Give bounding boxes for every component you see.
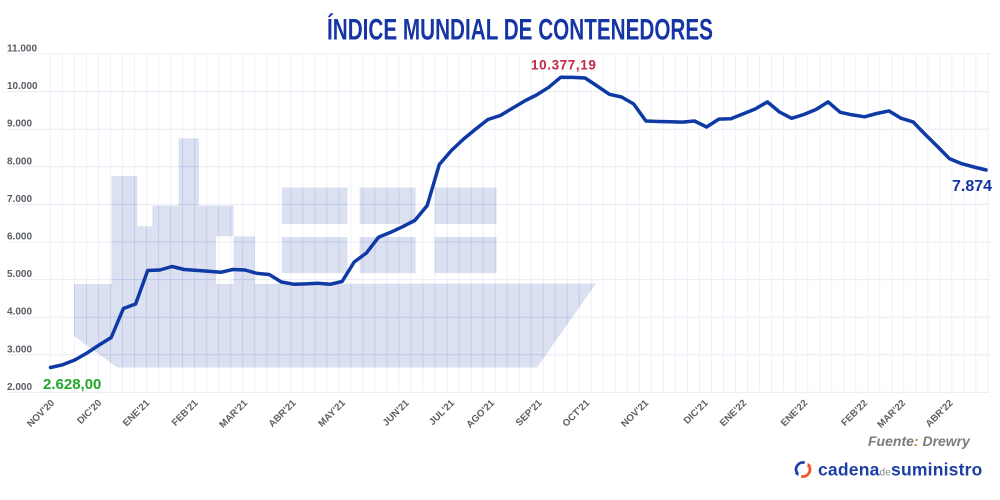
svg-text:ÍNDICE MUNDIAL DE CONTENEDORES: ÍNDICE MUNDIAL DE CONTENEDORES bbox=[327, 13, 713, 47]
svg-text:10.000: 10.000 bbox=[7, 81, 38, 92]
svg-text:10.377,19: 10.377,19 bbox=[531, 58, 596, 73]
svg-text:11.000: 11.000 bbox=[7, 44, 37, 55]
svg-text:2.628,00: 2.628,00 bbox=[43, 376, 101, 393]
svg-text:7.874: 7.874 bbox=[952, 178, 992, 195]
svg-text:2.000: 2.000 bbox=[7, 382, 32, 393]
svg-text:7.000: 7.000 bbox=[7, 194, 32, 205]
svg-text:8.000: 8.000 bbox=[7, 156, 32, 167]
svg-text:3.000: 3.000 bbox=[7, 344, 32, 355]
svg-text:Fuente: Drewry: Fuente: Drewry bbox=[868, 433, 971, 449]
svg-text:6.000: 6.000 bbox=[7, 232, 32, 243]
svg-text:4.000: 4.000 bbox=[7, 307, 32, 318]
svg-text:5.000: 5.000 bbox=[7, 269, 32, 280]
svg-text:cadenadesuministro: cadenadesuministro bbox=[818, 460, 983, 480]
svg-text:9.000: 9.000 bbox=[7, 119, 32, 130]
